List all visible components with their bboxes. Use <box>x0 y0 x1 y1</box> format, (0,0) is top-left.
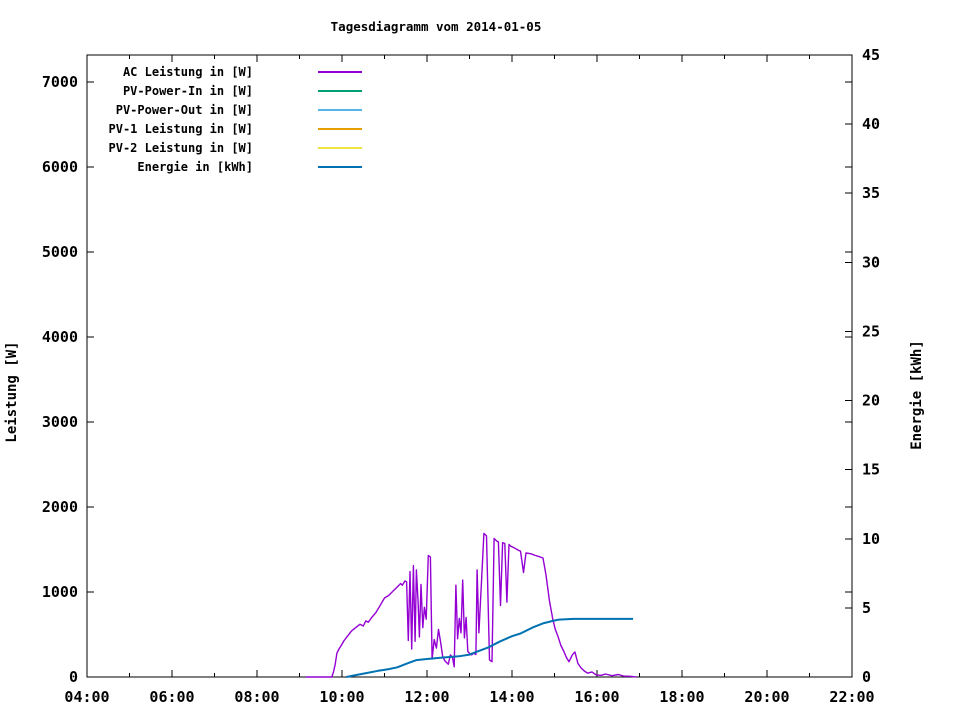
y2-tick-label: 30 <box>862 253 880 271</box>
y2-tick-label: 25 <box>862 322 880 340</box>
x-tick-label: 14:00 <box>489 688 534 706</box>
y1-tick-label: 7000 <box>42 73 78 91</box>
y2-tick-label: 5 <box>862 599 871 617</box>
x-tick-label: 16:00 <box>574 688 619 706</box>
y2-tick-label: 35 <box>862 184 880 202</box>
x-tick-label: 08:00 <box>234 688 279 706</box>
y1-tick-label: 3000 <box>42 413 78 431</box>
x-tick-label: 12:00 <box>404 688 449 706</box>
x-tick-label: 20:00 <box>744 688 789 706</box>
y1-tick-label: 4000 <box>42 328 78 346</box>
y1-tick-label: 5000 <box>42 243 78 261</box>
y2-tick-label: 0 <box>862 668 871 686</box>
y2-tick-label: 10 <box>862 530 880 548</box>
legend-item-label: PV-2 Leistung in [W] <box>109 141 254 155</box>
ticks-layer <box>86 54 853 678</box>
y1-tick-label: 2000 <box>42 498 78 516</box>
x-tick-label: 04:00 <box>64 688 109 706</box>
legend-item-label: AC Leistung in [W] <box>123 65 253 79</box>
x-tick-label: 06:00 <box>149 688 194 706</box>
y2-axis-title: Energie [kWh] <box>909 340 925 450</box>
legend: AC Leistung in [W] PV-Power-In in [W] PV-P… <box>109 65 362 174</box>
chart-title: Tagesdiagramm vom 2014-01-05 <box>331 19 542 34</box>
series-layer <box>305 532 637 678</box>
y-axis-title: Leistung [W] <box>4 341 20 442</box>
legend-item-label: Energie in [kWh] <box>137 160 253 174</box>
x-tick-label: 10:00 <box>319 688 364 706</box>
y1-tick-label: 1000 <box>42 583 78 601</box>
y2-tick-label: 15 <box>862 461 880 479</box>
legend-item-label: PV-Power-In in [W] <box>123 84 253 98</box>
y2-tick-label: 40 <box>862 115 880 133</box>
series-line-ac-leistung-in-w- <box>305 532 637 678</box>
legend-item-label: PV-Power-Out in [W] <box>116 103 253 117</box>
series-line-energie-in-kwh- <box>346 617 634 678</box>
y1-tick-label: 6000 <box>42 158 78 176</box>
legend-item-label: PV-1 Leistung in [W] <box>109 122 254 136</box>
y1-tick-label: 0 <box>69 668 78 686</box>
tick-labels-layer: 04:00 06:00 08:00 10:00 12:00 14:00 16:00 18:00… <box>42 46 880 706</box>
x-tick-label: 22:00 <box>829 688 874 706</box>
x-tick-label: 18:00 <box>659 688 704 706</box>
y2-tick-label: 45 <box>862 46 880 64</box>
y2-tick-label: 20 <box>862 392 880 410</box>
